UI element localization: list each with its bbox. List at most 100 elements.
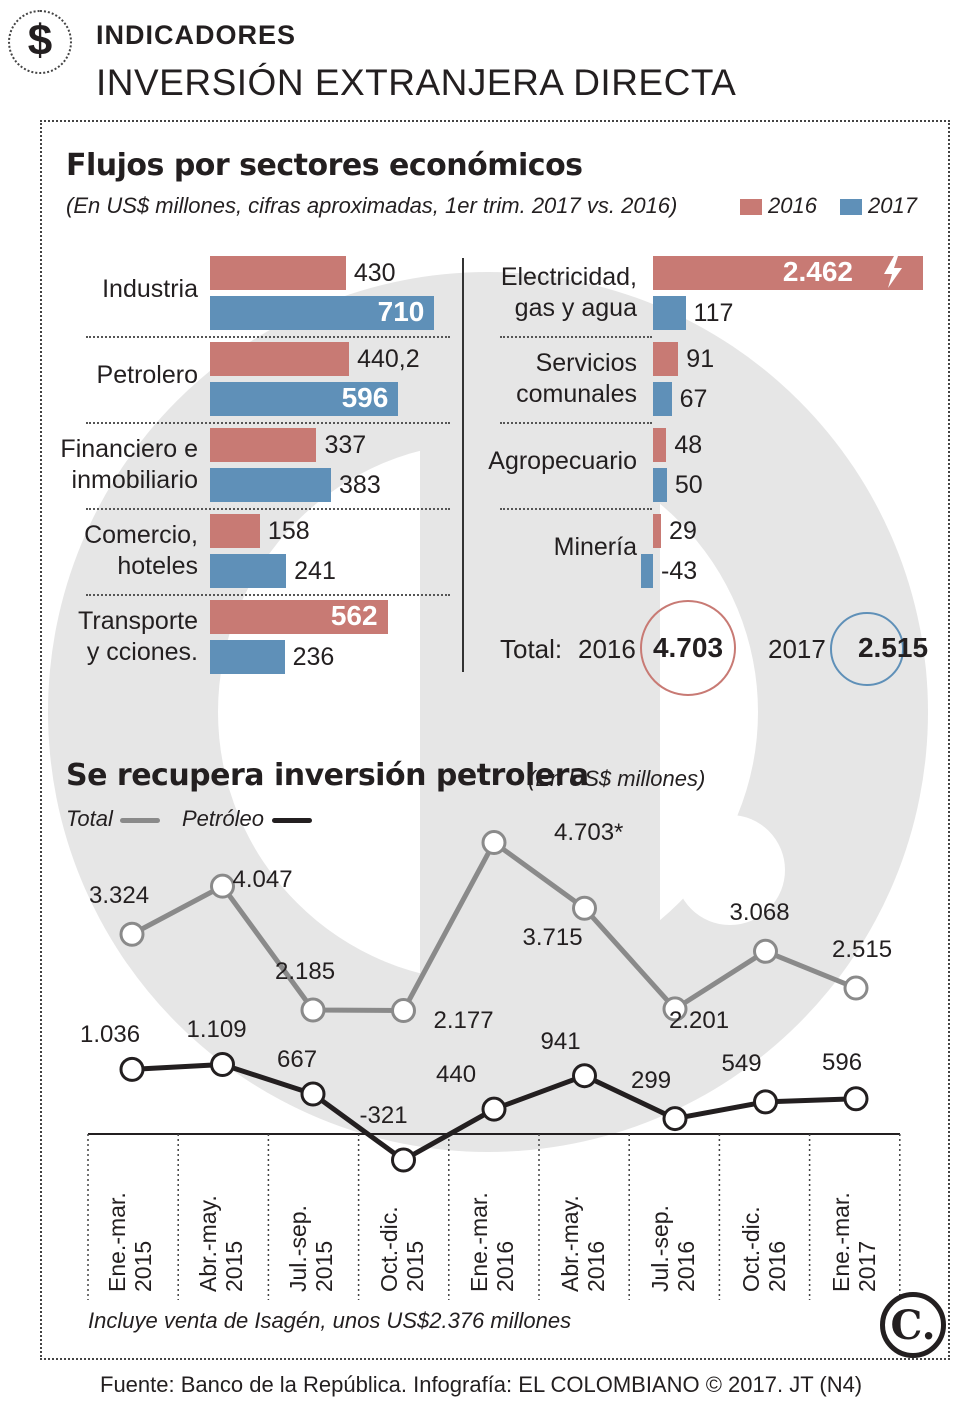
line-data-label: -321 — [359, 1102, 408, 1129]
data-label: 158 — [267, 517, 310, 545]
line-chart-unit: (En US$ millones) — [528, 766, 706, 791]
x-tick-label: Ene.-mar. 2016 — [466, 1192, 518, 1292]
category-label-line: gas y agua — [514, 294, 637, 322]
bar-2017 — [210, 554, 287, 588]
line-data-label: 3.715 — [522, 924, 583, 952]
data-point — [843, 1086, 869, 1112]
legend-line-total — [120, 818, 160, 823]
logo: C. — [880, 1292, 946, 1358]
row-separator — [86, 422, 450, 424]
data-label: 236 — [292, 643, 335, 671]
category-label-line: Servicios — [535, 349, 637, 377]
x-tick-label: Oct.-dic. 2016 — [738, 1206, 790, 1292]
line-data-label: 2.185 — [275, 958, 336, 985]
category-label: Minería — [397, 532, 637, 563]
bar-2017 — [210, 640, 285, 674]
line-data-label: 1.036 — [80, 1021, 141, 1049]
bar-2016 — [653, 514, 662, 548]
x-tick-label: Jul.-sep. 2015 — [285, 1205, 337, 1292]
category-label: Petrolero — [0, 360, 198, 391]
x-tick-label-line: 2015 — [401, 1240, 428, 1292]
data-point — [662, 1106, 688, 1132]
x-tick-label: Ene.-mar. 2017 — [828, 1192, 880, 1292]
bar-2016 — [210, 428, 317, 462]
bar-2016 — [210, 600, 388, 634]
data-label: 48 — [674, 431, 703, 459]
category-label-line: Agropecuario — [488, 447, 637, 475]
data-point — [572, 895, 597, 921]
data-label: 91 — [686, 345, 715, 373]
data-point — [391, 1147, 416, 1173]
category-label: Servicios comunales — [397, 348, 637, 410]
category-label-line: Comercio, — [84, 521, 198, 549]
data-label: 562 — [330, 600, 378, 631]
category-label: Financiero e inmobiliario — [0, 434, 198, 496]
data-point — [481, 830, 507, 856]
line-data-label: 4.047 — [232, 866, 293, 894]
data-point — [300, 997, 326, 1023]
bar-2017 — [210, 468, 332, 502]
x-tick-label-line: Abr.-may. — [556, 1195, 583, 1292]
total-2016-year: 2016 — [578, 634, 636, 664]
data-point — [210, 873, 235, 899]
line-data-label: 1.109 — [186, 1016, 247, 1044]
data-label: 430 — [353, 259, 396, 287]
x-tick-label-line: Ene.-mar. — [104, 1192, 130, 1292]
bar-2017 — [653, 296, 686, 330]
data-label: 596 — [341, 382, 389, 413]
total-2016-ring — [640, 600, 736, 696]
row-separator — [500, 336, 652, 338]
category-label-line: Industria — [102, 275, 198, 303]
x-tick-label: Jul.-sep. 2016 — [647, 1205, 699, 1292]
line-data-label: 667 — [277, 1046, 318, 1073]
line-data-label: 3.324 — [89, 882, 150, 910]
lightning-icon — [884, 256, 902, 288]
bar-chart-subtitle: (En US$ millones, cifras aproximadas, 1e… — [66, 193, 678, 218]
data-label: 50 — [674, 471, 703, 499]
total-label: Total: — [500, 634, 563, 664]
footnote: Incluye venta de Isagén, unos US$2.376 m… — [88, 1308, 572, 1333]
legend-label-petroleo: Petróleo — [182, 806, 264, 831]
bar-2017 — [653, 382, 672, 416]
category-label: Transporte y cciones. — [0, 606, 198, 668]
data-point — [119, 921, 145, 947]
category-label: Agropecuario — [397, 446, 637, 477]
data-label: 710 — [377, 296, 425, 327]
total-2017-ring — [830, 612, 904, 686]
data-label: 29 — [669, 517, 697, 545]
line-data-label: 596 — [822, 1048, 863, 1076]
bar-2016 — [653, 342, 679, 376]
bar-2017 — [210, 382, 399, 416]
x-tick-label: Ene.-mar. 2015 — [104, 1192, 156, 1292]
line-data-label: 2.515 — [832, 936, 893, 964]
dollar-icon: $ — [8, 10, 72, 74]
data-point — [753, 938, 778, 964]
bar-2016 — [210, 256, 346, 290]
row-separator — [86, 594, 450, 596]
total-2017-year: 2017 — [768, 634, 826, 664]
row-separator — [500, 508, 652, 510]
line-chart-title: Se recupera inversión petrolera — [66, 758, 589, 793]
data-point — [210, 1051, 235, 1077]
data-label: 440,2 — [357, 345, 420, 373]
x-tick-label-line: Oct.-dic. — [737, 1206, 764, 1292]
line-data-label: 2.177 — [433, 1006, 494, 1034]
line-data-label: 440 — [436, 1061, 477, 1089]
kicker: INDICADORES — [96, 20, 297, 50]
legend-swatch-2017 — [840, 199, 862, 215]
category-label: Comercio, hoteles — [0, 520, 198, 582]
row-separator — [500, 422, 652, 424]
x-tick-label-line: 2016 — [763, 1240, 790, 1292]
x-tick-label-line: Jul.-sep. — [285, 1205, 311, 1292]
x-tick-label-line: 2016 — [492, 1240, 518, 1292]
bar-2016 — [210, 514, 260, 548]
x-tick-label: Oct.-dic. 2015 — [376, 1206, 428, 1292]
line-data-label: 2.201 — [669, 1006, 730, 1034]
category-label-line: Electricidad, — [500, 263, 637, 291]
line-data-label: 941 — [540, 1027, 581, 1055]
row-separator — [86, 336, 450, 338]
source-credit: Fuente: Banco de la República. Infografí… — [100, 1372, 863, 1397]
data-point — [391, 998, 416, 1024]
bar-2016 — [653, 256, 923, 290]
